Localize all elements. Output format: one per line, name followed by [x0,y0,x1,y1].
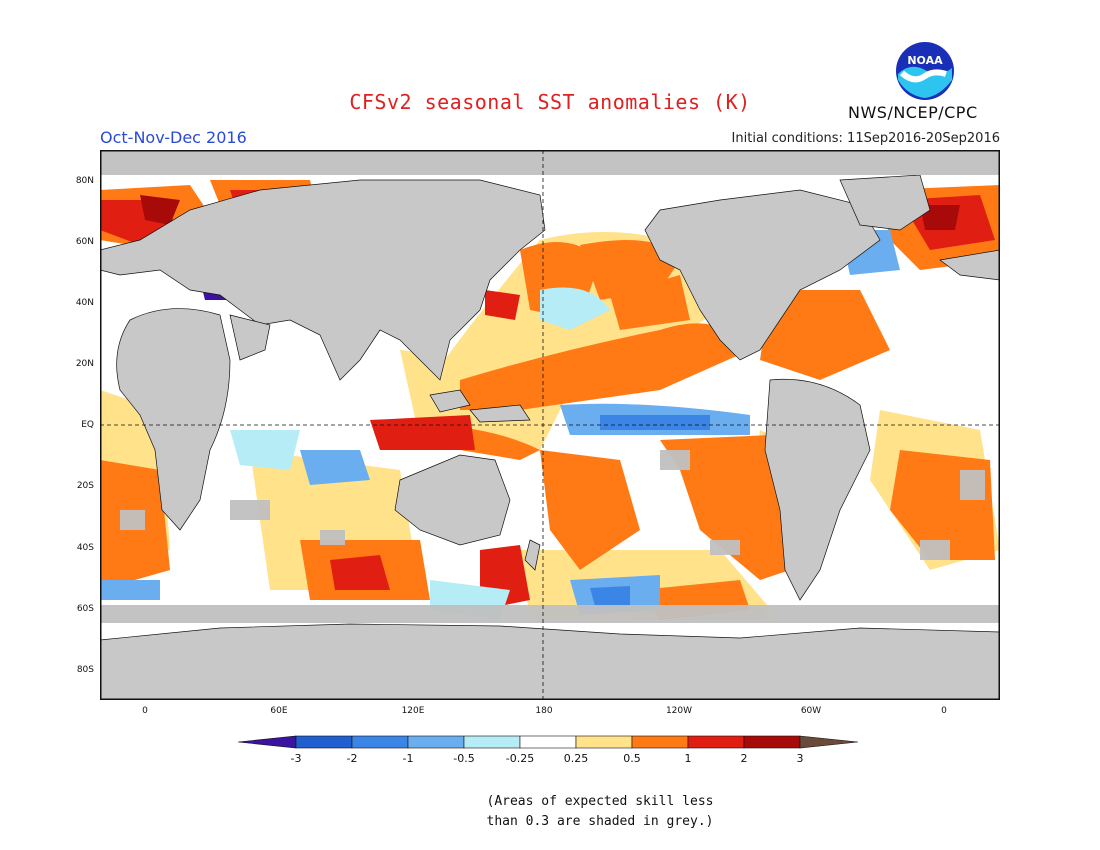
forecast-period: Oct-Nov-Dec 2016 [100,128,247,147]
lat-label: 20S [76,481,94,491]
colorbar-tick-label: -2 [346,752,358,765]
lat-label: 80N [75,176,94,186]
colorbar-segment [351,735,409,749]
colorbar-segment [237,735,297,749]
colorbar-segment [799,735,859,749]
colorbar-tick-label: -0.25 [505,752,535,765]
colorbar-segment [631,735,689,749]
land-masses [100,174,1000,700]
initial-conditions: Initial conditions: 11Sep2016-20Sep2016 [731,131,1000,146]
colorbar-tick-label: 1 [684,752,692,765]
lon-label: 60W [800,706,822,716]
low-skill-mask [100,150,1000,623]
colorbar-tick-label: 0.25 [563,752,589,765]
lon-label: 180 [535,706,553,716]
colorbar-segment [743,735,801,749]
lon-label: 120E [401,706,425,716]
lat-label: 40S [76,543,94,553]
lat-label: EQ [81,420,94,430]
colorbar-segment [295,735,353,749]
logo-text: NOAA [907,54,943,67]
lat-label: 80S [76,665,94,675]
colorbar-tick-label: -0.5 [453,752,475,765]
colorbar-tick-label: -3 [290,752,302,765]
colorbar-tick-label: 0.5 [623,752,641,765]
colorbar-segment [519,735,577,749]
lat-label: 60S [76,604,94,614]
lon-label: 0 [941,706,947,716]
colorbar-segment [463,735,521,749]
colorbar-segment [407,735,465,749]
colorbar [237,732,863,756]
lat-label: 40N [75,298,94,308]
lon-label: 120W [665,706,693,716]
noaa-logo: NOAA [894,40,956,106]
sst-anomaly-map [100,150,1000,704]
agency-label: NWS/NCEP/CPC [848,103,978,122]
lon-label: 0 [142,706,148,716]
lat-label: 20N [75,359,94,369]
lon-label: 60E [270,706,288,716]
colorbar-tick-label: -1 [402,752,414,765]
colorbar-tick-label: 3 [796,752,804,765]
colorbar-tick-label: 2 [740,752,748,765]
colorbar-segment [687,735,745,749]
lat-label: 60N [75,237,94,247]
colorbar-segment [575,735,633,749]
map-title: CFSv2 seasonal SST anomalies (K) [349,90,751,114]
skill-footnote: (Areas of expected skill less than 0.3 a… [486,794,714,829]
